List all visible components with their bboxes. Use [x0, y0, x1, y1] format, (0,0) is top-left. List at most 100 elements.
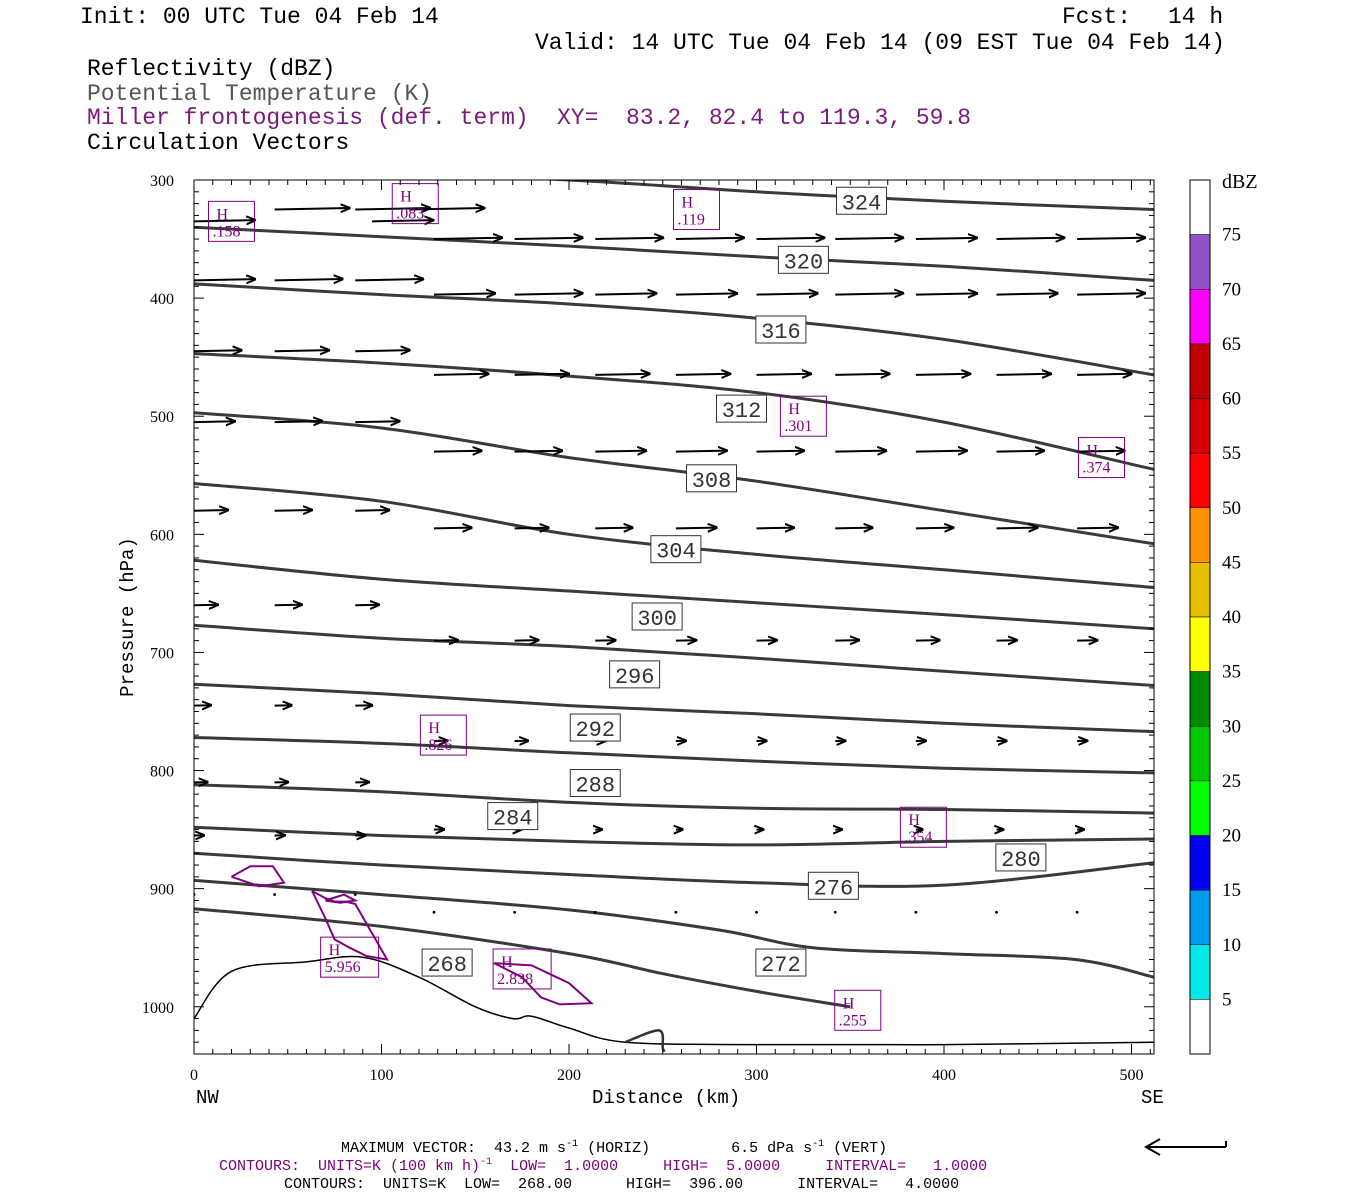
colorbar-segment [1189, 835, 1211, 891]
y-tick-label: 800 [150, 764, 174, 781]
vector-dot [755, 910, 758, 914]
y-tick-label: 600 [150, 527, 174, 544]
y-tick-label: 300 [150, 173, 174, 190]
wind-vector [756, 238, 825, 239]
wind-vector [1077, 238, 1145, 239]
colorbar-tick-label: 30 [1222, 716, 1241, 737]
wind-vector [595, 238, 663, 239]
theta-label-316: 316 [755, 315, 807, 345]
wind-vector [194, 421, 235, 422]
frontogenesis-maxima: H.158H.083H.119H.301H.374H.826H.354H5.95… [208, 183, 1125, 1031]
theta-contour-296 [194, 623, 1154, 687]
wind-vector [274, 421, 323, 422]
theta-label-292: 292 [569, 713, 621, 743]
fronto-max-label: H.826 [419, 714, 467, 756]
colorbar-tick-label: 25 [1222, 771, 1241, 792]
wind-vector [514, 238, 583, 239]
colorbar-tick-label: 55 [1222, 443, 1241, 464]
theta-contour-312 [194, 352, 1154, 471]
svg-text:.119: .119 [678, 212, 705, 229]
colorbar-title: dBZ [1222, 171, 1258, 193]
vector-dot [674, 910, 678, 914]
svg-text:.301: .301 [784, 418, 812, 435]
wind-vector [996, 374, 1051, 375]
theta-label-280: 280 [995, 843, 1047, 873]
theta-contour-308 [194, 411, 1154, 546]
vector-dot [833, 910, 837, 914]
vector-dot [513, 910, 517, 914]
wind-vector [756, 374, 811, 375]
y-tick-label: 700 [150, 645, 174, 662]
svg-text:.083: .083 [396, 206, 424, 223]
wind-vector [514, 293, 583, 294]
theta-contour-276 [194, 851, 1154, 888]
colorbar-segment [1189, 944, 1211, 1000]
circulation-vectors [194, 208, 1226, 914]
wind-vector [355, 350, 409, 351]
init-time: Init: 00 UTC Tue 04 Feb 14 [80, 4, 439, 30]
colorbar-segment [1189, 452, 1211, 508]
svg-text:.158: .158 [213, 223, 241, 240]
colorbar-tick-label: 70 [1222, 279, 1241, 300]
svg-text:H: H [908, 812, 920, 829]
svg-text:316: 316 [761, 320, 801, 345]
theta-contour-288 [194, 736, 1154, 775]
x-tick-label: 500 [1120, 1067, 1144, 1084]
field-label-reflectivity: Reflectivity (dBZ) [87, 56, 336, 82]
vector-dot [1156, 911, 1159, 914]
theta-label-288: 288 [569, 769, 621, 799]
vector-dot [995, 910, 998, 914]
colorbar-frame [1189, 179, 1211, 1055]
svg-text:H: H [501, 954, 513, 971]
colorbar-segment [1189, 343, 1211, 399]
wind-vector [274, 208, 350, 209]
svg-text:2.838: 2.838 [497, 971, 533, 988]
theta-contour-280 [194, 825, 1154, 847]
x-tick-label: 200 [557, 1067, 581, 1084]
wind-vector [433, 374, 488, 375]
vector-dot [432, 910, 436, 914]
wind-vector [194, 350, 242, 351]
theta-label-304: 304 [650, 535, 702, 565]
colorbar-segment [1189, 398, 1211, 454]
reflectivity-colorbar: 5 10 15 20 25 30 35 40 45 50 55 60 65 70 75 dBZ [1189, 171, 1258, 1055]
svg-text:312: 312 [722, 399, 762, 424]
theta-contour-labels: 324 320 316 312 308 304 300 296 292 288 284 280 276 2… [421, 186, 1047, 978]
wind-vector [996, 451, 1045, 452]
wind-vector [433, 451, 482, 452]
frontogenesis-contour [311, 890, 390, 961]
svg-text:276: 276 [814, 876, 854, 901]
terrain-line [194, 955, 1154, 1053]
wind-vector [1077, 528, 1118, 529]
svg-text:H: H [329, 942, 341, 959]
x-tick-label: 300 [745, 1067, 769, 1084]
svg-text:H: H [788, 401, 800, 418]
colorbar-tick-label: 15 [1222, 880, 1241, 901]
colorbar-segment [1189, 726, 1211, 782]
frontogenesis-contours [231, 865, 595, 1006]
y-tick-label: 1000 [142, 1000, 174, 1017]
cross-section-endpoints: XY= 83.2, 82.4 to 119.3, 59.8 [557, 105, 972, 131]
wind-vector [675, 451, 727, 452]
colorbar-segment [1189, 289, 1211, 345]
forecast-hour: 14 h [1168, 4, 1224, 30]
wind-vector [996, 293, 1058, 294]
wind-vector [274, 279, 343, 280]
svg-text:.826: .826 [424, 737, 452, 754]
wind-vector [1077, 451, 1125, 452]
fronto-contour-info: CONTOURS: UNITS=K (100 km h)-1 LOW= 1.00… [219, 1157, 988, 1175]
colorbar-tick-label: 20 [1222, 826, 1241, 847]
fronto-max-label: H.083 [391, 183, 439, 225]
theta-contour-268 [194, 907, 851, 1009]
fronto-max-label: H.301 [779, 395, 827, 437]
wind-vector [514, 528, 549, 529]
field-label-vectors: Circulation Vectors [87, 130, 350, 156]
wind-vector [675, 528, 717, 529]
colorbar-tick-label: 5 [1222, 989, 1232, 1010]
frontogenesis-contour [493, 962, 595, 1006]
svg-text:280: 280 [1001, 848, 1041, 873]
fronto-max-label: H5.956 [320, 936, 380, 978]
theta-label-284: 284 [487, 802, 539, 832]
theta-contour-300 [194, 558, 1154, 631]
